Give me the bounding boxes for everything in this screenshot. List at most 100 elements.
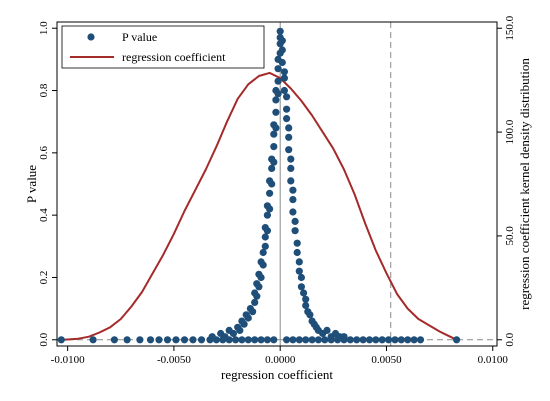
data-point: [287, 164, 295, 172]
data-point: [302, 295, 310, 303]
data-point: [404, 336, 412, 344]
y-tick-label: 0.4: [38, 208, 50, 222]
data-point: [268, 164, 276, 172]
data-point: [293, 248, 301, 257]
data-point: [136, 336, 144, 344]
x-axis-label: regression coefficient: [221, 367, 333, 382]
data-point: [280, 68, 288, 76]
data-point: [221, 333, 229, 341]
data-point: [289, 208, 297, 216]
data-point: [359, 336, 367, 344]
data-point: [263, 211, 271, 219]
x-tick-label: -0.0050: [157, 354, 191, 366]
data-point: [280, 86, 288, 95]
data-point: [270, 130, 278, 138]
y-right-tick-label: 50.0: [504, 226, 516, 246]
x-tick-label: 0.0000: [265, 354, 296, 366]
density-series: [63, 71, 458, 341]
data-point: [259, 248, 267, 257]
data-point: [261, 242, 269, 250]
y-right-tick-label: 100.0: [504, 119, 516, 144]
data-point: [297, 273, 305, 282]
data-point: [308, 336, 316, 344]
y-axis-ticks: 0.0 0.2 0.4 0.6 0.8 1.0: [38, 21, 57, 347]
x-tick-label: -0.0100: [51, 354, 85, 366]
data-point: [232, 336, 240, 344]
data-point: [208, 333, 216, 341]
data-point: [289, 186, 297, 194]
x-tick-label: 0.0100: [478, 354, 509, 366]
data-point: [266, 189, 274, 197]
legend-label-density: regression coefficient: [122, 50, 226, 64]
y-axis-label: P value: [24, 165, 39, 203]
data-point: [259, 261, 267, 269]
y-tick-label: 1.0: [38, 21, 50, 35]
data-point: [180, 336, 189, 344]
data-point: [285, 133, 293, 141]
data-point: [110, 336, 118, 344]
data-point: [236, 326, 244, 334]
data-point: [372, 336, 380, 344]
data-point: [410, 336, 418, 344]
data-point: [270, 158, 278, 166]
data-point: [272, 108, 280, 116]
data-point: [291, 227, 299, 235]
data-point: [251, 298, 259, 306]
data-point: [293, 239, 301, 247]
data-point: [397, 336, 405, 344]
data-point: [263, 227, 271, 235]
legend-label-pvalue: P value: [122, 30, 157, 44]
data-point: [270, 143, 278, 151]
data-point: [266, 205, 274, 213]
data-point: [272, 96, 280, 104]
plot-frame: [56, 21, 498, 347]
y-tick-label: 0.8: [38, 83, 50, 97]
data-point: [291, 217, 299, 225]
legend-box: [61, 25, 265, 69]
y-right-axis-label: regression coefficient kernel density di…: [517, 58, 532, 310]
data-point: [268, 180, 276, 188]
data-point: [272, 124, 280, 132]
data-point: [283, 115, 291, 123]
y-tick-label: 0.0: [38, 332, 50, 346]
data-point: [244, 314, 252, 322]
data-point: [300, 289, 308, 297]
data-point: [297, 283, 305, 291]
data-point: [295, 258, 303, 266]
data-point: [274, 90, 282, 98]
legend: P value regression coefficient: [61, 25, 265, 69]
data-point: [289, 196, 297, 204]
data-point: [123, 336, 131, 344]
data-point: [251, 336, 259, 344]
data-point: [146, 336, 155, 344]
data-point: [283, 93, 291, 101]
data-point: [287, 155, 295, 163]
data-point: [285, 124, 293, 132]
data-point: [155, 336, 163, 344]
legend-marker-pvalue: [87, 33, 95, 41]
data-point: [276, 27, 284, 35]
data-point: [274, 65, 282, 73]
data-point: [278, 58, 286, 67]
data-point: [289, 336, 297, 344]
data-point: [163, 336, 172, 344]
x-axis-ticks: -0.0100 -0.0050 0.0000 0.0050 0.0100: [51, 346, 509, 366]
y-tick-label: 0.2: [38, 271, 50, 285]
data-point: [57, 336, 65, 344]
data-point: [283, 105, 291, 113]
y-right-tick-label: 150.0: [504, 15, 516, 40]
data-point: [257, 273, 265, 282]
data-point: [353, 336, 361, 344]
x-tick-label: 0.0050: [371, 354, 402, 366]
data-point: [323, 326, 331, 334]
data-point: [453, 336, 461, 344]
data-point: [321, 336, 329, 344]
density-curve: [63, 71, 458, 341]
data-point: [285, 146, 293, 154]
data-point: [253, 292, 261, 300]
data-point: [391, 336, 399, 344]
y-right-axis-ticks: 0.0 50.0 100.0 150.0: [497, 15, 516, 347]
data-point: [416, 336, 425, 344]
